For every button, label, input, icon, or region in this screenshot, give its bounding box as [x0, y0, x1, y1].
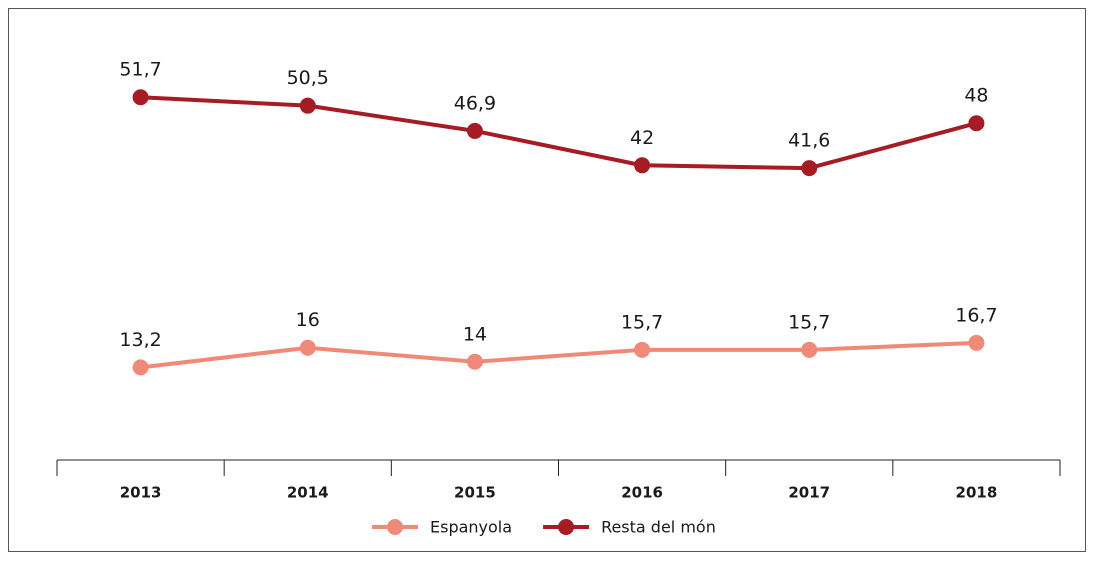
data-point: [634, 341, 651, 358]
legend-marker: [558, 519, 575, 535]
data-point: [132, 359, 149, 376]
data-point: [466, 122, 483, 139]
data-point: [132, 89, 149, 106]
series-line: [140, 95, 977, 171]
x-tick-label: 2018: [956, 484, 998, 502]
data-label: 16: [296, 309, 320, 331]
data-label: 46,9: [454, 92, 496, 114]
x-tick-label: 2015: [454, 484, 496, 502]
data-label: 51,7: [119, 59, 161, 81]
data-point: [968, 115, 985, 132]
data-point: [801, 160, 818, 177]
data-label: 13,2: [119, 329, 161, 351]
data-label: 16,7: [955, 304, 997, 326]
x-tick-label: 2016: [621, 484, 663, 502]
data-label: 41,6: [788, 130, 830, 152]
data-point: [801, 341, 818, 358]
x-tick-label: 2014: [287, 484, 329, 502]
legend-label: Espanyola: [430, 518, 512, 537]
data-point: [968, 334, 985, 351]
data-label: 42: [630, 127, 654, 149]
data-label: 14: [463, 323, 487, 345]
chart-frame: [8, 8, 1086, 552]
x-tick-label: 2017: [788, 484, 830, 502]
series-line: [140, 340, 977, 370]
data-label: 15,7: [621, 311, 663, 333]
data-point: [299, 339, 316, 356]
data-point: [466, 353, 483, 370]
data-label: 48: [964, 85, 988, 107]
legend-marker: [387, 519, 403, 535]
x-tick-label: 2013: [120, 484, 162, 502]
data-label: 15,7: [788, 311, 830, 333]
legend-label: Resta del món: [601, 518, 716, 537]
data-label: 50,5: [287, 67, 329, 89]
data-point: [634, 157, 651, 174]
data-point: [299, 97, 316, 114]
